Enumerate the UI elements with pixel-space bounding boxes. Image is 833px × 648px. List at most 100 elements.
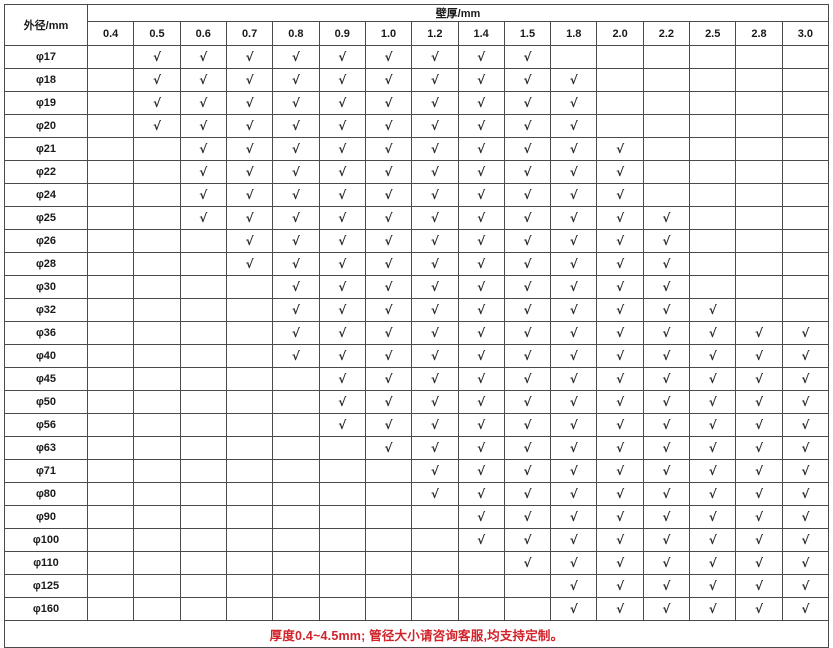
cell-φ63-0.8 — [272, 436, 320, 460]
row-header-φ18: φ18 — [4, 68, 88, 92]
cell-φ22-1.5: √ — [503, 160, 552, 184]
check-mark-icon: √ — [199, 118, 208, 133]
check-mark-icon: √ — [430, 233, 439, 248]
check-mark-icon: √ — [801, 348, 810, 363]
check-mark-icon: √ — [755, 348, 764, 363]
cell-φ18-0.7: √ — [225, 68, 274, 92]
check-mark-icon: √ — [430, 141, 439, 156]
check-mark-icon: √ — [569, 279, 578, 294]
cell-φ110-3.0: √ — [781, 551, 830, 575]
cell-φ28-0.8: √ — [272, 252, 320, 276]
table-row: φ25 √ √ √ √ √ √ √ √ √ √ √ — [4, 206, 830, 230]
cell-φ56-0.9: √ — [318, 413, 366, 437]
row-header-φ40: φ40 — [4, 344, 88, 368]
cell-φ125-2.2: √ — [642, 574, 691, 598]
check-mark-icon: √ — [384, 187, 393, 202]
cell-φ63-3.0: √ — [781, 436, 830, 460]
cell-φ71-0.4 — [86, 459, 135, 483]
table-row: φ125 √ √ √ √ √ √ — [4, 574, 830, 598]
cell-φ110-1.5: √ — [503, 551, 552, 575]
check-mark-icon: √ — [801, 325, 810, 340]
check-mark-icon: √ — [523, 440, 532, 455]
cell-φ100-0.9 — [318, 528, 366, 552]
cell-φ25-1.5: √ — [503, 206, 552, 230]
row-header-φ30: φ30 — [4, 275, 88, 299]
check-mark-icon: √ — [291, 141, 300, 156]
cell-φ32-1.2: √ — [411, 298, 459, 322]
cell-φ25-0.5 — [133, 206, 181, 230]
cell-φ22-0.5 — [133, 160, 181, 184]
check-mark-icon: √ — [291, 325, 300, 340]
row-header-φ26: φ26 — [4, 229, 88, 253]
cell-φ63-2.2: √ — [642, 436, 691, 460]
check-mark-icon: √ — [616, 210, 625, 225]
cell-φ21-2.2 — [642, 137, 691, 161]
cell-φ40-0.9: √ — [318, 344, 366, 368]
cell-φ32-1.0: √ — [364, 298, 413, 322]
check-mark-icon: √ — [384, 210, 393, 225]
cell-φ30-0.5 — [133, 275, 181, 299]
cell-φ50-0.4 — [86, 390, 135, 414]
cell-φ20-0.4 — [86, 114, 135, 138]
check-mark-icon: √ — [708, 578, 717, 593]
cell-φ50-2.0: √ — [596, 390, 644, 414]
cell-φ22-2.2 — [642, 160, 691, 184]
check-mark-icon: √ — [338, 164, 347, 179]
cell-φ56-0.5 — [133, 413, 181, 437]
cell-φ100-1.2 — [411, 528, 459, 552]
cell-φ90-2.0: √ — [596, 505, 644, 529]
check-mark-icon: √ — [245, 118, 254, 133]
check-mark-icon: √ — [338, 279, 347, 294]
cell-φ21-0.6: √ — [179, 137, 227, 161]
cell-φ25-0.9: √ — [318, 206, 366, 230]
cell-φ40-2.0: √ — [596, 344, 644, 368]
cell-φ40-1.2: √ — [411, 344, 459, 368]
check-mark-icon: √ — [523, 72, 532, 87]
check-mark-icon: √ — [662, 440, 671, 455]
cell-φ18-2.0 — [596, 68, 644, 92]
table-body: φ17 √ √ √ √ √ √ √ √ √ φ18 √ √ √ √ √ √ √ √ √ √ φ19 √ √ √ √ √ √ √ √ √ √ φ2… — [4, 45, 830, 621]
pipe-spec-table: 外径/mm 壁厚/mm 0.4 0.5 0.6 0.7 0.8 0.9 1.0 1.2 1.4 1… — [4, 4, 830, 648]
check-mark-icon: √ — [708, 417, 717, 432]
cell-φ100-1.8: √ — [550, 528, 598, 552]
cell-φ80-2.5: √ — [689, 482, 737, 506]
row-header-φ160: φ160 — [4, 597, 88, 621]
check-mark-icon: √ — [708, 371, 717, 386]
check-mark-icon: √ — [245, 256, 254, 271]
cell-φ63-2.0: √ — [596, 436, 644, 460]
cell-φ20-2.0 — [596, 114, 644, 138]
check-mark-icon: √ — [199, 72, 208, 87]
cell-φ90-0.9 — [318, 505, 366, 529]
check-mark-icon: √ — [430, 118, 439, 133]
check-mark-icon: √ — [569, 233, 578, 248]
check-mark-icon: √ — [662, 417, 671, 432]
cell-φ30-0.7 — [225, 275, 274, 299]
column-header-2.8: 2.8 — [735, 21, 783, 46]
cell-φ90-3.0: √ — [781, 505, 830, 529]
cell-φ24-0.9: √ — [318, 183, 366, 207]
check-mark-icon: √ — [291, 72, 300, 87]
cell-φ21-2.0: √ — [596, 137, 644, 161]
check-mark-icon: √ — [477, 532, 486, 547]
check-mark-icon: √ — [569, 371, 578, 386]
check-mark-icon: √ — [338, 256, 347, 271]
cell-φ32-0.4 — [86, 298, 135, 322]
check-mark-icon: √ — [662, 279, 671, 294]
row-header-φ36: φ36 — [4, 321, 88, 345]
cell-φ21-0.4 — [86, 137, 135, 161]
cell-φ22-1.2: √ — [411, 160, 459, 184]
check-mark-icon: √ — [616, 394, 625, 409]
check-mark-icon: √ — [477, 72, 486, 87]
table-row: φ80 √ √ √ √ √ √ √ √ √ — [4, 482, 830, 506]
check-mark-icon: √ — [199, 210, 208, 225]
cell-φ28-1.5: √ — [503, 252, 552, 276]
cell-φ30-1.5: √ — [503, 275, 552, 299]
cell-φ56-3.0: √ — [781, 413, 830, 437]
cell-φ63-2.8: √ — [735, 436, 783, 460]
check-mark-icon: √ — [477, 164, 486, 179]
cell-φ160-0.7 — [225, 597, 274, 621]
check-mark-icon: √ — [199, 141, 208, 156]
cell-φ110-0.4 — [86, 551, 135, 575]
check-mark-icon: √ — [152, 118, 161, 133]
cell-φ24-0.7: √ — [225, 183, 274, 207]
